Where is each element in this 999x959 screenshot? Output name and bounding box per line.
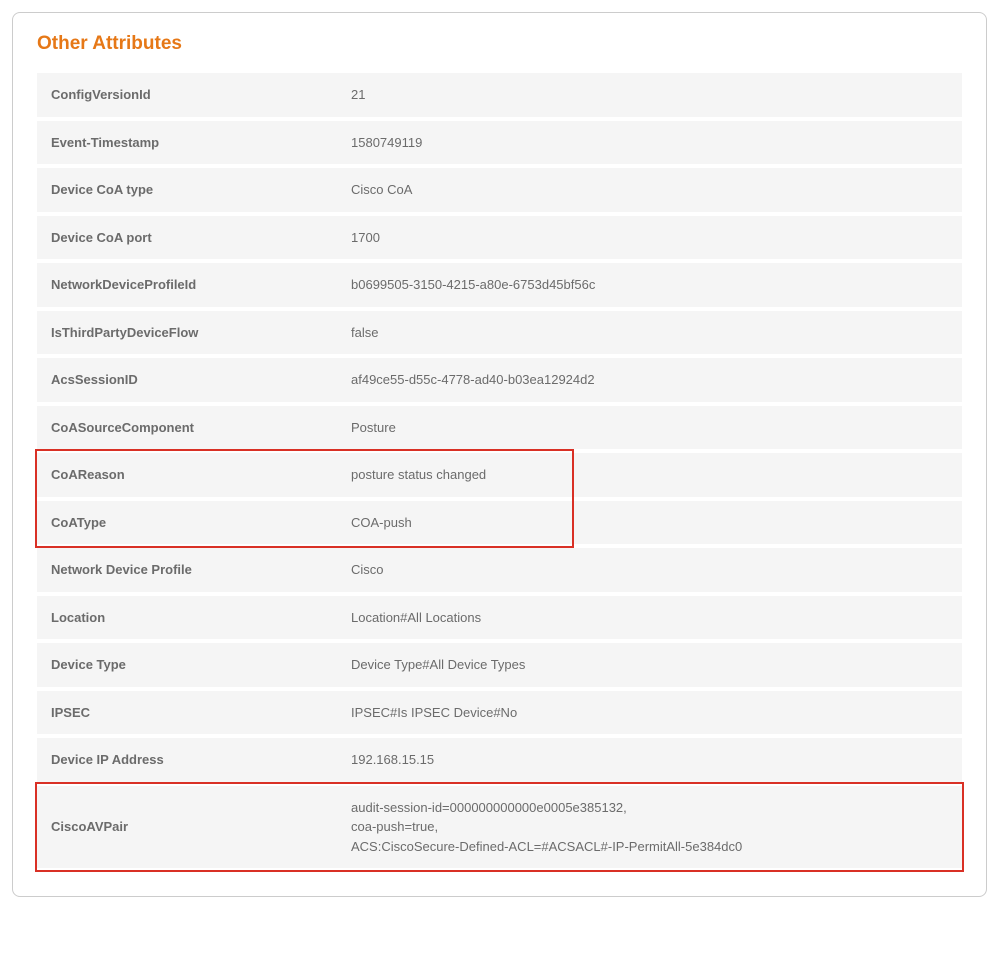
attr-value: Location#All Locations [337, 594, 962, 642]
attr-label: Network Device Profile [37, 546, 337, 594]
attributes-tbody: ConfigVersionId21Event-Timestamp15807491… [37, 73, 962, 870]
table-row: Network Device ProfileCisco [37, 546, 962, 594]
table-wrap: ConfigVersionId21Event-Timestamp15807491… [37, 73, 962, 872]
attr-label: ConfigVersionId [37, 73, 337, 119]
table-row: Device CoA typeCisco CoA [37, 166, 962, 214]
attr-value: false [337, 309, 962, 357]
attr-label: Device Type [37, 641, 337, 689]
table-row: CoASourceComponentPosture [37, 404, 962, 452]
table-row: LocationLocation#All Locations [37, 594, 962, 642]
attr-value: Cisco CoA [337, 166, 962, 214]
panel-title: Other Attributes [37, 33, 962, 55]
table-row: NetworkDeviceProfileIdb0699505-3150-4215… [37, 261, 962, 309]
attr-value: audit-session-id=000000000000e0005e38513… [337, 784, 962, 871]
table-row: CiscoAVPairaudit-session-id=000000000000… [37, 784, 962, 871]
attributes-table: ConfigVersionId21Event-Timestamp15807491… [37, 73, 962, 872]
attr-value: 1700 [337, 214, 962, 262]
attr-label: Device CoA port [37, 214, 337, 262]
attr-label: AcsSessionID [37, 356, 337, 404]
table-row: ConfigVersionId21 [37, 73, 962, 119]
attr-label: CiscoAVPair [37, 784, 337, 871]
table-row: IsThirdPartyDeviceFlowfalse [37, 309, 962, 357]
table-row: Device TypeDevice Type#All Device Types [37, 641, 962, 689]
attr-value: 1580749119 [337, 119, 962, 167]
attr-value: 192.168.15.15 [337, 736, 962, 784]
attr-value: IPSEC#Is IPSEC Device#No [337, 689, 962, 737]
attr-value: Posture [337, 404, 962, 452]
attr-label: Device IP Address [37, 736, 337, 784]
attr-label: IPSEC [37, 689, 337, 737]
attr-value: 21 [337, 73, 962, 119]
table-row: CoAReasonposture status changed [37, 451, 962, 499]
attr-label: CoAType [37, 499, 337, 547]
attr-value: af49ce55-d55c-4778-ad40-b03ea12924d2 [337, 356, 962, 404]
attr-label: Location [37, 594, 337, 642]
attr-label: Event-Timestamp [37, 119, 337, 167]
table-row: IPSECIPSEC#Is IPSEC Device#No [37, 689, 962, 737]
attr-label: Device CoA type [37, 166, 337, 214]
attr-value: Cisco [337, 546, 962, 594]
attr-label: CoAReason [37, 451, 337, 499]
attr-value: posture status changed [337, 451, 962, 499]
attr-value: b0699505-3150-4215-a80e-6753d45bf56c [337, 261, 962, 309]
table-row: AcsSessionIDaf49ce55-d55c-4778-ad40-b03e… [37, 356, 962, 404]
attributes-panel: Other Attributes ConfigVersionId21Event-… [12, 12, 987, 897]
table-row: Event-Timestamp1580749119 [37, 119, 962, 167]
attr-label: IsThirdPartyDeviceFlow [37, 309, 337, 357]
table-row: Device IP Address192.168.15.15 [37, 736, 962, 784]
attr-value: COA-push [337, 499, 962, 547]
attr-label: NetworkDeviceProfileId [37, 261, 337, 309]
table-row: Device CoA port1700 [37, 214, 962, 262]
attr-label: CoASourceComponent [37, 404, 337, 452]
attr-value: Device Type#All Device Types [337, 641, 962, 689]
table-row: CoATypeCOA-push [37, 499, 962, 547]
